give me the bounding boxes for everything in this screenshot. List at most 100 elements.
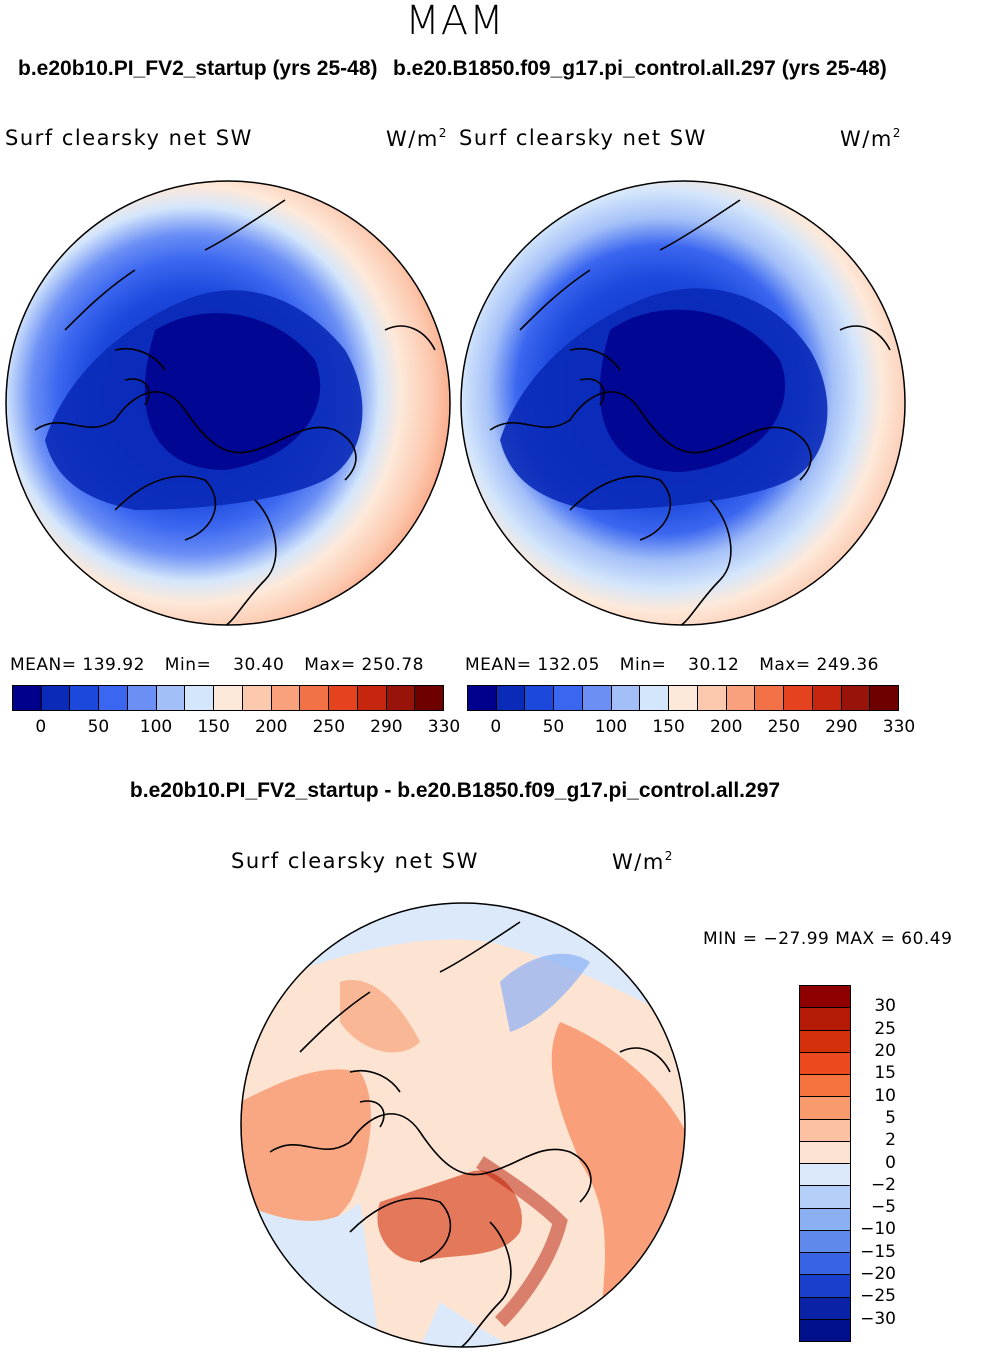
colorbar-swatch xyxy=(800,1141,850,1164)
colorbar-swatch xyxy=(271,686,301,710)
colorbar-swatch xyxy=(70,686,100,710)
colorbar-swatch xyxy=(669,686,698,710)
colorbar-swatch xyxy=(800,1208,850,1231)
colorbar-swatch xyxy=(41,686,71,710)
colorbar-swatch xyxy=(800,1052,850,1075)
right-units-exp: 2 xyxy=(892,126,902,140)
colorbar-swatch xyxy=(13,686,42,710)
colorbar-tick-label: −10 xyxy=(860,1219,896,1240)
colorbar-swatch xyxy=(582,686,612,710)
colorbar-swatch xyxy=(214,686,243,710)
colorbar-swatch xyxy=(697,686,727,710)
diff-units-text: W/m xyxy=(612,850,665,874)
colorbar-tick-label: 15 xyxy=(874,1063,896,1084)
diff-variable-label: Surf clearsky net SW xyxy=(231,849,479,873)
colorbar-tick-label: −25 xyxy=(860,1286,896,1307)
right-max-value: 249.36 xyxy=(816,655,879,675)
season-title: MAM xyxy=(405,0,505,44)
right-max-label: Max= xyxy=(759,655,811,675)
colorbar-swatch xyxy=(156,686,186,710)
colorbar-tick-label: 290 xyxy=(825,717,858,737)
colorbar-swatch xyxy=(357,686,387,710)
diff-polar-map xyxy=(240,902,686,1348)
left-units-text: W/m xyxy=(386,127,439,151)
colorbar-swatch xyxy=(800,1186,850,1209)
left-min-label: Min= xyxy=(164,655,212,675)
left-units-exp: 2 xyxy=(438,126,448,140)
colorbar-swatch xyxy=(329,686,358,710)
diff-units-label: W/m2 xyxy=(612,849,674,874)
colorbar-tick-label: −5 xyxy=(870,1197,896,1218)
colorbar-tick-label: 0 xyxy=(490,717,502,737)
colorbar-swatch xyxy=(640,686,670,710)
colorbar-tick-label: 50 xyxy=(87,717,110,737)
colorbar-swatch xyxy=(611,686,641,710)
colorbar-swatch xyxy=(800,1319,850,1341)
colorbar-swatch xyxy=(800,1119,850,1142)
colorbar-tick-label: 0 xyxy=(35,717,47,737)
colorbar-swatch xyxy=(784,686,813,710)
colorbar-tick-label: 250 xyxy=(312,717,346,737)
colorbar-swatch xyxy=(554,686,583,710)
left-mean-value: 139.92 xyxy=(82,655,145,675)
left-max-label: Max= xyxy=(304,655,356,675)
colorbar-swatch xyxy=(496,686,526,710)
colorbar-swatch xyxy=(415,686,444,710)
left-units-label: W/m2 xyxy=(386,126,448,151)
colorbar-swatch xyxy=(841,686,871,710)
colorbar-tick-label: 330 xyxy=(427,717,461,737)
colorbar-swatch xyxy=(800,986,850,1009)
colorbar-tick-label: 0 xyxy=(885,1152,896,1173)
colorbar-tick-label: 2 xyxy=(885,1130,896,1151)
colorbar-tick-label: 10 xyxy=(874,1085,896,1106)
colorbar-tick-label: −2 xyxy=(870,1174,896,1195)
diff-minmax: MIN = −27.99 MAX = 60.49 xyxy=(703,929,953,949)
diff-units-exp: 2 xyxy=(664,849,674,863)
colorbar-tick-label: 200 xyxy=(709,717,743,737)
right-mean-label: MEAN= xyxy=(465,655,532,675)
left-stats: MEAN= 139.92 Min= 30.40 Max= 250.78 xyxy=(10,655,424,675)
right-variable-label: Surf clearsky net SW xyxy=(459,126,707,150)
colorbar-tick-label: −20 xyxy=(860,1264,896,1285)
colorbar-tick-label: 50 xyxy=(542,717,565,737)
colorbar-swatch xyxy=(386,686,416,710)
colorbar-swatch xyxy=(800,1075,850,1098)
colorbar-swatch xyxy=(870,686,899,710)
colorbar-swatch xyxy=(800,1253,850,1276)
colorbar-tick-label: −30 xyxy=(860,1308,896,1329)
left-min-value: 30.40 xyxy=(233,655,285,675)
colorbar-swatch xyxy=(800,1230,850,1253)
colorbar-tick-label: 5 xyxy=(885,1107,896,1128)
colorbar-tick-label: −15 xyxy=(860,1241,896,1262)
right-mean-value: 132.05 xyxy=(537,655,600,675)
colorbar-tick-label: 290 xyxy=(370,717,403,737)
colorbar-tick-label: 100 xyxy=(139,717,173,737)
colorbar-swatch xyxy=(755,686,785,710)
colorbar-swatch xyxy=(800,1164,850,1187)
right-stats: MEAN= 132.05 Min= 30.12 Max= 249.36 xyxy=(465,655,879,675)
colorbar-swatch xyxy=(468,686,497,710)
left-mean-label: MEAN= xyxy=(10,655,77,675)
colorbar-tick-label: 150 xyxy=(197,717,230,737)
colorbar-tick-label: 330 xyxy=(882,717,916,737)
colorbar-swatch xyxy=(726,686,756,710)
colorbar-swatch xyxy=(99,686,128,710)
left-variable-label: Surf clearsky net SW xyxy=(5,126,253,150)
colorbar-swatch xyxy=(812,686,842,710)
right-case-title: b.e20.B1850.f09_g17.pi_control.all.297 (… xyxy=(393,57,887,80)
colorbar-swatch xyxy=(525,686,555,710)
diff-colorbar xyxy=(799,985,851,1342)
right-colorbar xyxy=(467,685,899,711)
right-min-label: Min= xyxy=(619,655,667,675)
left-case-title: b.e20b10.PI_FV2_startup (yrs 25-48) xyxy=(18,57,378,80)
diff-title: b.e20b10.PI_FV2_startup - b.e20.B1850.f0… xyxy=(129,779,781,802)
colorbar-swatch xyxy=(800,1030,850,1053)
colorbar-tick-label: 30 xyxy=(874,996,896,1017)
colorbar-tick-label: 20 xyxy=(874,1040,896,1061)
colorbar-swatch xyxy=(242,686,272,710)
right-polar-map xyxy=(460,180,906,626)
colorbar-swatch xyxy=(185,686,215,710)
colorbar-swatch xyxy=(800,1275,850,1298)
right-min-value: 30.12 xyxy=(688,655,740,675)
colorbar-swatch xyxy=(800,1008,850,1031)
